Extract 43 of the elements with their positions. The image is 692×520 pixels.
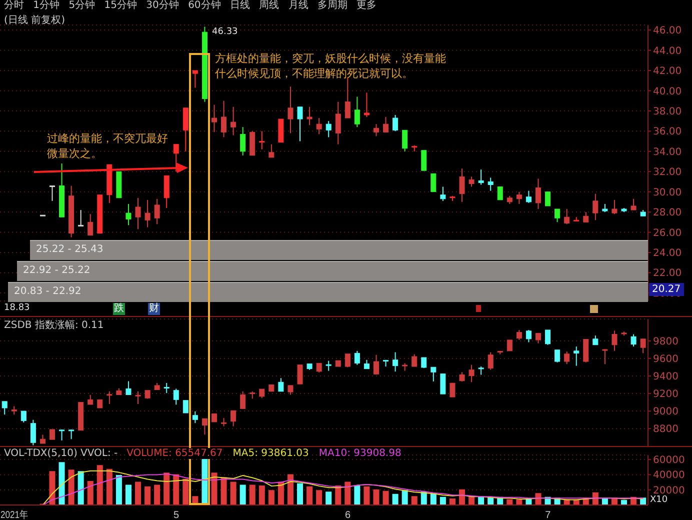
chart-title: (日线 前复权) <box>4 14 65 27</box>
series-label: MA5: 93861.03 <box>232 448 310 459</box>
y-tick-label: 36.00 <box>653 126 682 138</box>
y-tick-label: 28.00 <box>653 208 682 219</box>
annotation: 22.92 - 25.22 <box>23 264 90 277</box>
annotation: 46.33 <box>212 27 238 38</box>
y-tick-label: 9200 <box>653 389 678 400</box>
y-tick-label: 42.00 <box>653 66 682 78</box>
y-tick-label: 60000 <box>653 455 685 466</box>
y-tick-label: 9400 <box>653 372 678 383</box>
y-tick-label: 9600 <box>653 354 678 365</box>
text: MA10: 93908.98 <box>318 448 402 459</box>
y-tick-label: 24.00 <box>653 248 682 260</box>
text: X10 <box>650 495 668 506</box>
x-tick-label: 6 <box>345 510 352 520</box>
chart-title: VOL-TDX(5,10) VVOL: - <box>4 448 118 459</box>
annotation: 过峰的量能，不突兀最好微量次之。 <box>47 131 169 161</box>
series-label: VOLUME: 65547.67 <box>126 448 224 459</box>
y-tick-label: 44.00 <box>653 46 682 57</box>
y-tick-label: 38.00 <box>653 106 682 118</box>
y-tick-label: 30.00 <box>653 187 682 198</box>
y-tick-label: 32.00 <box>653 167 682 178</box>
y-tick-label: 46.00 <box>653 26 682 37</box>
text: 18.83 <box>4 303 30 314</box>
y-tick-label: 22.00 <box>653 268 682 280</box>
y-tick-label: 40.00 <box>653 86 682 98</box>
y-tick-label: 9800 <box>653 336 678 348</box>
x-tick-label: 2021年 <box>0 509 33 520</box>
annotation: 25.22 - 25.43 <box>36 243 104 256</box>
y-tick-label: 20000 <box>653 485 685 496</box>
chart-title: ZSDB 指数涨幅: 0.11 <box>4 318 104 332</box>
y-tick-label: 9000 <box>653 406 678 418</box>
y-tick-label: 8800 <box>653 424 678 436</box>
x-tick-label: 5 <box>174 510 180 520</box>
text: 跌 <box>113 303 125 315</box>
chart-subtitle: 分时 1分钟 5分钟 15分钟 30分钟 60分钟 日线 周线 月线 多周期 更多 <box>4 0 377 12</box>
text: 财 <box>148 303 160 315</box>
annotation: 方框处的量能，突兀，妖股什么时候，没有量能什么时候见顶，不能理解的死记就可以。 <box>215 51 447 81</box>
annotation: 20.83 - 22.92 <box>14 285 82 298</box>
y-tick-label: 34.00 <box>653 146 682 158</box>
x-tick-label: 7 <box>545 510 552 520</box>
y-tick-label: 40000 <box>653 470 685 482</box>
y-tick-label: 26.00 <box>653 228 682 239</box>
